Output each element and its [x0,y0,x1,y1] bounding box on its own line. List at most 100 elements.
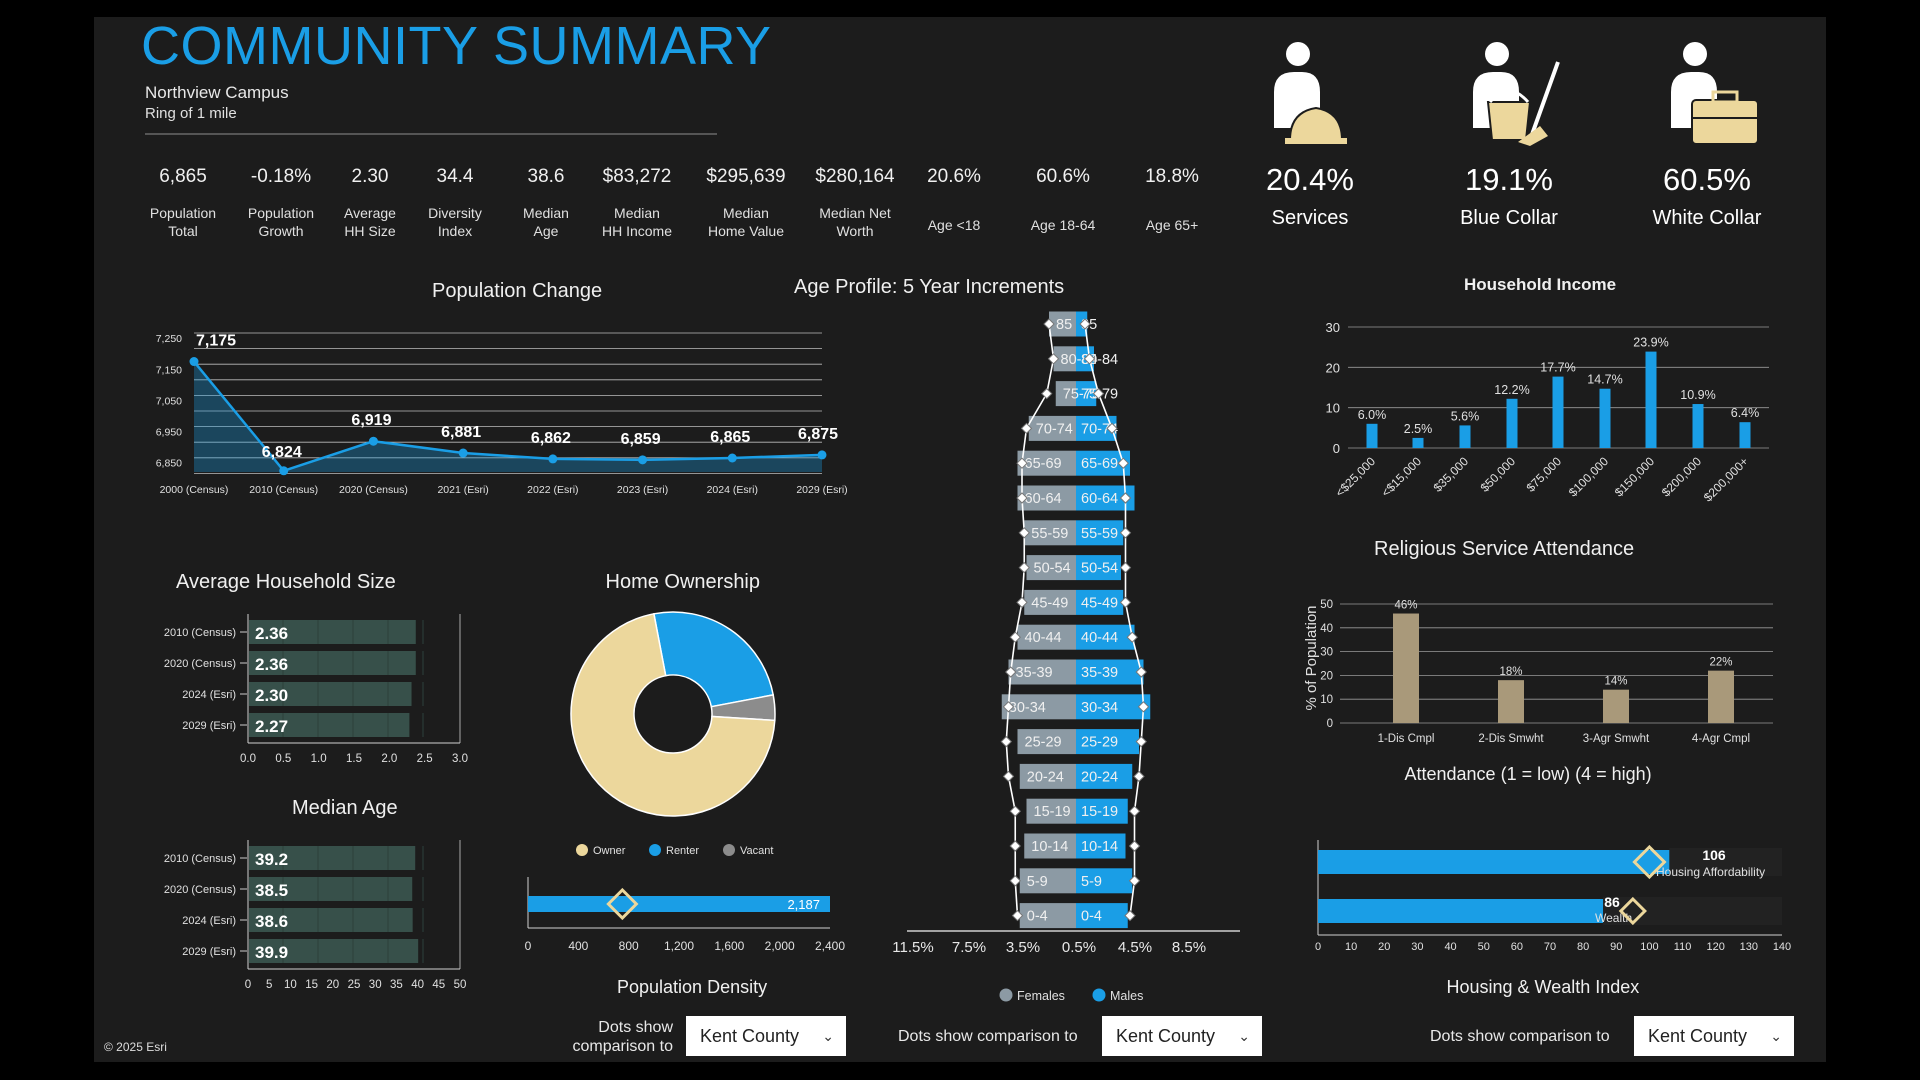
male-comparison-dot [1135,666,1147,678]
data-label: 7,175 [196,333,236,350]
page-title: COMMUNITY SUMMARY [141,16,772,76]
stat-value: -0.18% [250,166,312,187]
income-bar [1459,425,1471,448]
stat-label-line1: Median Net [819,205,891,221]
income-bar [1412,437,1424,448]
x-tick-label: 3.0 [452,753,468,765]
white-collar-worker-icon [1671,42,1759,145]
data-label: 12.2% [1494,383,1529,397]
stat-label-line1: Diversity [428,205,482,221]
male-comparison-dot [1106,422,1118,435]
age-label-female: 60-64 [1025,491,1062,507]
x-tick-label: 0 [1315,941,1321,953]
x-tick-label: 2-Dis Smwht [1478,733,1544,745]
male-comparison-dot [1128,840,1141,852]
y-tick-label: 40 [1320,623,1333,635]
y-tick-label: 20 [1320,670,1333,682]
attendance-bar [1603,689,1629,723]
stat-label: Median Age [491,204,601,240]
female-comparison-dot [1002,770,1015,783]
white-collar-worker-icon-head [1683,42,1707,66]
index-track [1669,848,1782,876]
data-label: 106 [1702,847,1726,863]
data-label: 6,865 [710,429,750,446]
y-tick-label: 7,150 [156,364,182,376]
age-label-female: 40-44 [1025,630,1062,646]
age-label-male: 20-24 [1081,769,1118,785]
age-label-female: 10-14 [1031,839,1068,855]
title-divider [145,133,717,135]
stat-label-line1: Population [247,205,315,221]
stat-label-line1: Age 18-64 [1030,217,1096,233]
x-tick-label: 0.0 [240,753,256,765]
female-comparison-dot [1018,527,1030,539]
x-tick-label: 0 [525,939,532,953]
male-comparison-dot [1083,353,1096,365]
data-label: 2.5% [1404,422,1433,436]
population-point [279,466,289,476]
age-label-male: 70-74 [1081,421,1118,437]
legend-swatch [576,844,588,856]
chevron-down-icon: ⌄ [822,1028,834,1044]
data-label: 5.6% [1451,409,1480,423]
female-comparison-dot [1009,631,1021,643]
income-bar [1366,423,1378,448]
age-label-female: 20-24 [1027,769,1064,785]
data-label: 2.30 [255,686,288,705]
stat-label-line2: HH Size [344,223,396,239]
y-tick-label: 30 [1320,647,1333,659]
y-tick-label: 6,850 [156,458,182,470]
stat-label: Age 65+ [1117,216,1227,234]
data-label: 6.4% [1731,406,1760,420]
y-tick-label: 7,250 [156,333,182,345]
male-bar [1076,798,1128,824]
ownership-slice-owner [570,612,776,817]
data-label: 18% [1499,666,1522,678]
x-tick-label: 80 [1577,941,1589,953]
female-bar [1017,729,1076,755]
services-worker-icon [1274,42,1347,144]
male-comparison-dot [1128,875,1141,887]
population-point [458,448,468,458]
housing-wealth-title: Housing & Wealth Index [1446,977,1640,997]
y-tick-label: 7,050 [156,395,182,407]
x-tick-label: 1,200 [664,939,694,953]
male-comparison-dot [1117,457,1129,469]
male-bar [1076,763,1133,789]
comparison-dropdown-3[interactable]: Kent County ⌄ [1634,1016,1794,1056]
x-tick-label: 120 [1707,941,1725,953]
y-tick-label: 2010 (Census) [164,853,236,865]
stat-value: 6,865 [159,166,207,187]
x-tick-label: 90 [1610,941,1622,953]
attendance-bar [1498,680,1524,723]
index-track [1603,897,1782,925]
male-bar [1076,659,1144,685]
population-point [727,453,737,463]
x-tick-label: 2020 (Census) [339,484,408,496]
x-tick-label: 2,400 [815,939,845,953]
employment-label: Blue Collar [1460,207,1558,229]
data-label: 2.36 [255,624,288,643]
x-tick-label: 40 [1444,941,1456,953]
x-tick-label: 3-Agr Smwht [1583,733,1650,745]
comparison-dropdown-1[interactable]: Kent County ⌄ [686,1016,846,1056]
stat-label-line1: Age <18 [927,217,981,233]
age-label-female: 25-29 [1025,735,1062,751]
population-point [368,436,378,446]
male-bar [1076,729,1139,755]
female-comparison-dot [1016,596,1028,609]
copyright: © 2025 Esri [104,1040,167,1054]
comparison-dropdown-1-value: Kent County [700,1026,800,1046]
x-tick-label: 8.5% [1172,939,1206,956]
age-label-female: 85 [1056,317,1072,333]
stat-label-line1: Median [614,205,660,221]
stat-value: 2.30 [351,166,389,187]
comparison-dropdown-2[interactable]: Kent County ⌄ [1102,1016,1262,1056]
comparison-dropdown-2-value: Kent County [1116,1026,1216,1046]
male-comparison-dot [1079,318,1091,330]
stat-value: 60.6% [1036,166,1090,187]
stat-label-line1: Median [723,205,769,221]
y-axis-label: % of Population [1303,605,1320,710]
x-tick-label: 2023 (Esri) [617,484,668,496]
x-tick-label: $75,000 [1524,454,1565,495]
